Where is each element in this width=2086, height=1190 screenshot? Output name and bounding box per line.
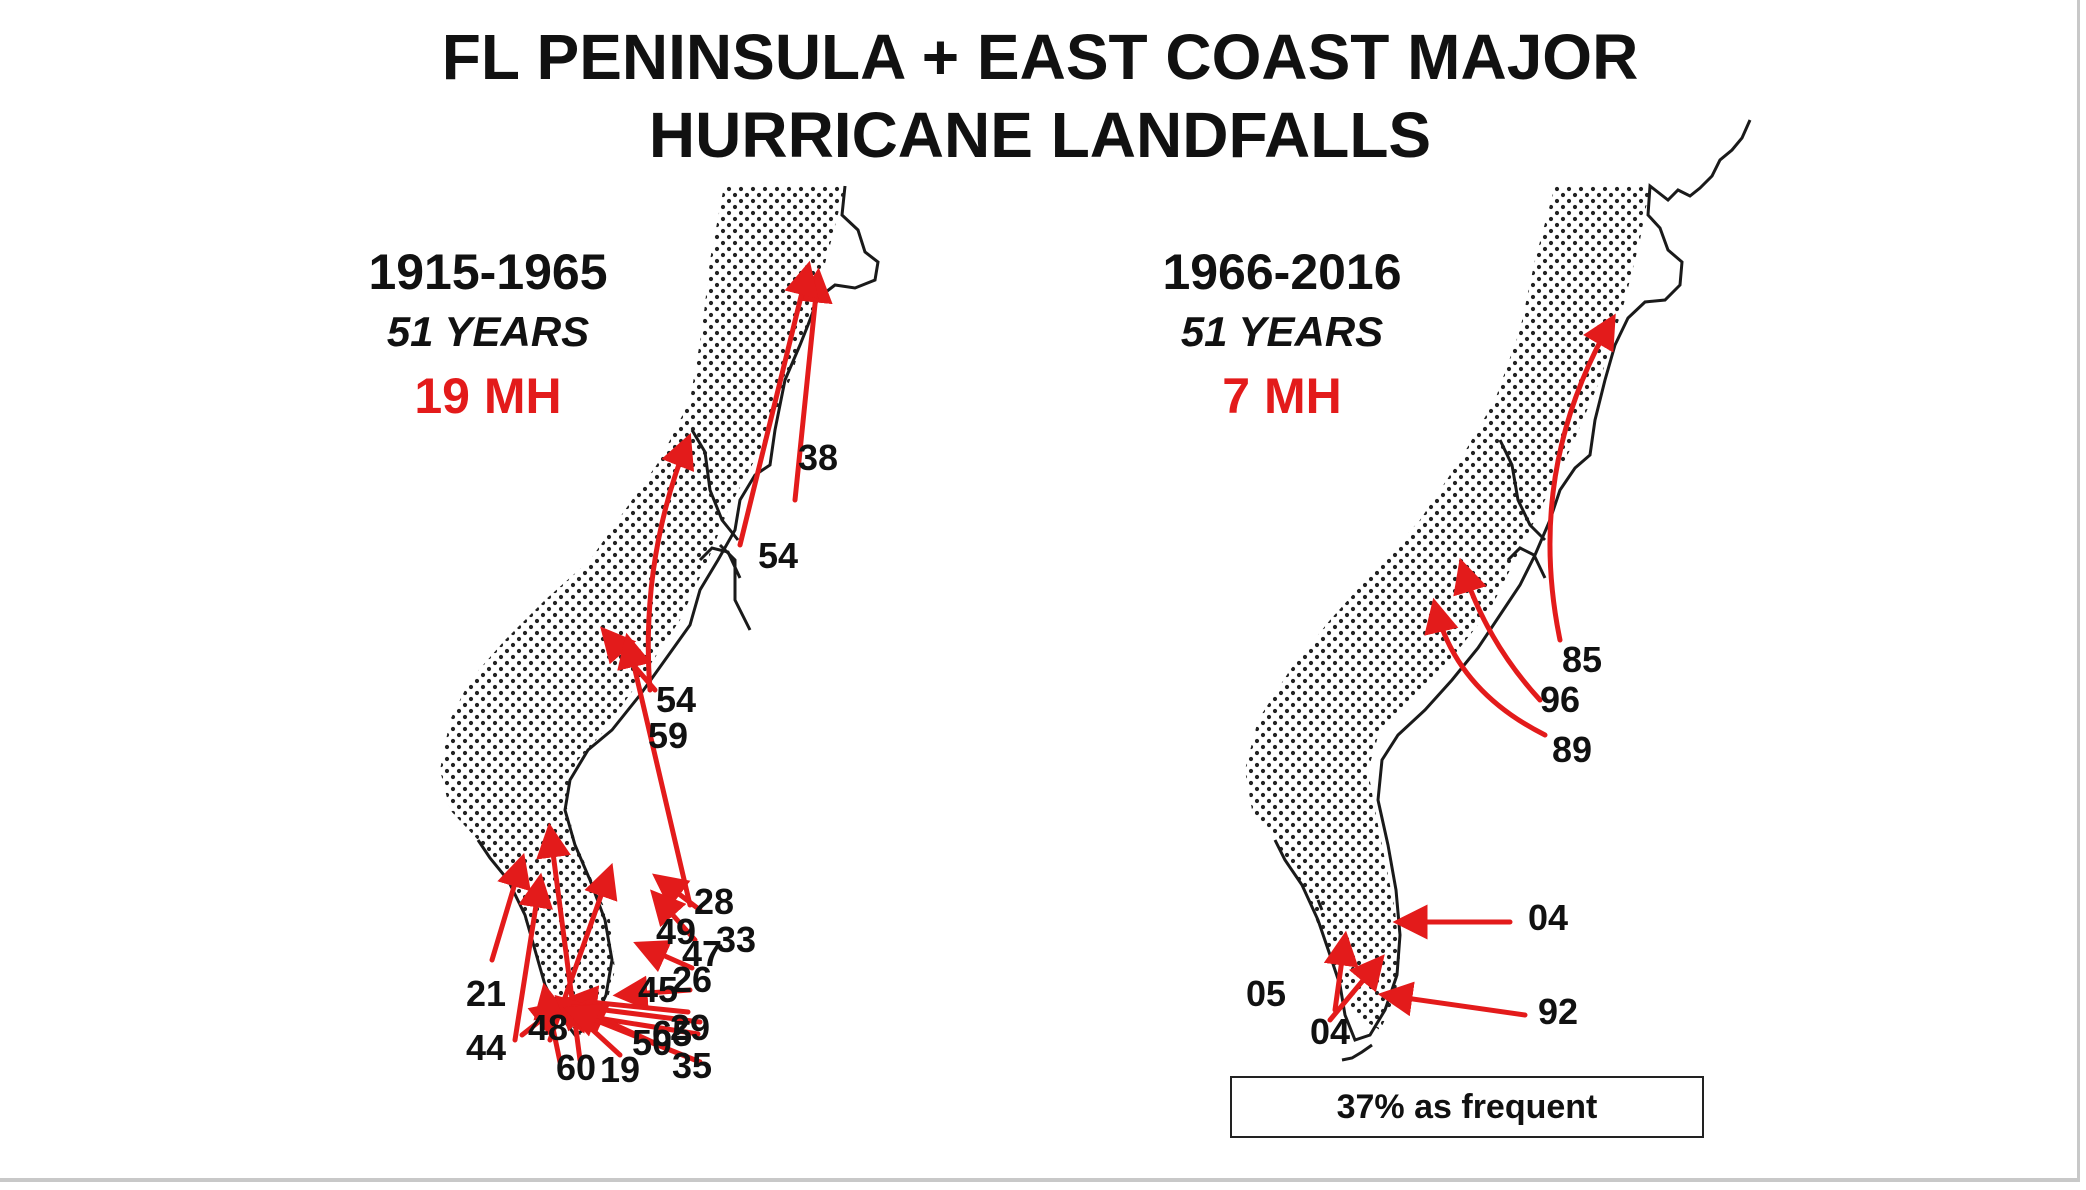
landfall-year-label: 44 — [466, 1027, 506, 1068]
period-span: 51 YEARS — [386, 308, 590, 355]
keys-outline — [1316, 899, 1373, 1062]
hurricane-track-arrow — [1453, 557, 1543, 703]
landfall-year-label: 50 — [632, 1022, 672, 1063]
landfall-year-label: 65 — [652, 1013, 692, 1054]
title-line-1: FL PENINSULA + EAST COAST MAJOR — [441, 21, 1639, 93]
hurricane-track-arrow — [1424, 597, 1548, 738]
page-title: FL PENINSULA + EAST COAST MAJOR HURRICAN… — [0, 18, 2080, 174]
hurricane-track-arrow — [650, 889, 698, 943]
hurricane-track-arrow — [489, 852, 531, 963]
landfall-year-label: 59 — [648, 715, 688, 756]
hurricane-track-arrow — [1377, 981, 1528, 1018]
hurricane-track-arrow — [563, 1003, 703, 1065]
hurricane-track-arrow — [1323, 930, 1359, 1013]
landfall-year-label: 85 — [1562, 639, 1602, 680]
landfall-year-label: 04 — [1528, 897, 1568, 938]
landfall-year-label: 48 — [528, 1007, 568, 1048]
landfall-year-label: 21 — [466, 973, 506, 1014]
period-years: 1915-1965 — [368, 244, 608, 300]
hurricane-track-arrow — [533, 982, 568, 1065]
coastline — [1273, 119, 1752, 1042]
landfall-year-label: 54 — [758, 535, 798, 576]
landfall-year-label: 54 — [656, 679, 696, 720]
period-years: 1966-2016 — [1162, 244, 1402, 300]
hurricane-track-arrow — [633, 940, 695, 973]
landfall-year-label: 28 — [694, 881, 734, 922]
hurricane-track-arrow — [1327, 954, 1385, 1023]
landfall-count: 19 MH — [414, 368, 562, 424]
landfall-year-label: 05 — [1246, 973, 1286, 1014]
period-1966-2016: 1966-2016 51 YEARS 7 MH — [1102, 242, 1462, 430]
sound-outline — [718, 543, 752, 631]
hurricane-track-arrow — [512, 872, 554, 1043]
landfall-year-label: 89 — [1552, 729, 1592, 770]
landfall-year-label: 96 — [1540, 679, 1580, 720]
period-1915-1965: 1915-1965 51 YEARS 19 MH — [308, 242, 668, 430]
landfall-year-label: 38 — [798, 437, 838, 478]
landfall-year-label: 49 — [656, 911, 696, 952]
landfall-year-label: 26 — [672, 959, 712, 1000]
landfall-year-label: 60 — [556, 1047, 596, 1088]
landfall-year-label: 47 — [682, 933, 722, 974]
landfall-year-label: 29 — [670, 1007, 710, 1048]
period-span: 51 YEARS — [1180, 308, 1384, 355]
landfall-year-label: 45 — [638, 969, 678, 1010]
hurricane-track-arrow — [1547, 313, 1616, 643]
hurricane-track-arrow — [737, 260, 819, 548]
landfall-year-label: 19 — [600, 1049, 640, 1090]
landfall-year-label: 04 — [1310, 1011, 1350, 1052]
frequency-note: 37% as frequent — [1230, 1076, 1704, 1138]
hurricane-track-arrow — [792, 267, 833, 503]
landfall-year-label: 92 — [1538, 991, 1578, 1032]
bay-outline — [1498, 439, 1547, 579]
title-line-2: HURRICANE LANDFALLS — [648, 99, 1432, 171]
arrows-1966-2016 — [1323, 313, 1616, 1023]
hurricane-track-arrow — [612, 975, 693, 1011]
landfall-count: 7 MH — [1222, 368, 1342, 424]
arrows-1915-1965 — [489, 260, 833, 1065]
landfall-year-label: 35 — [672, 1045, 712, 1086]
landfall-year-label: 33 — [716, 919, 756, 960]
hurricane-track-arrow — [617, 632, 693, 908]
